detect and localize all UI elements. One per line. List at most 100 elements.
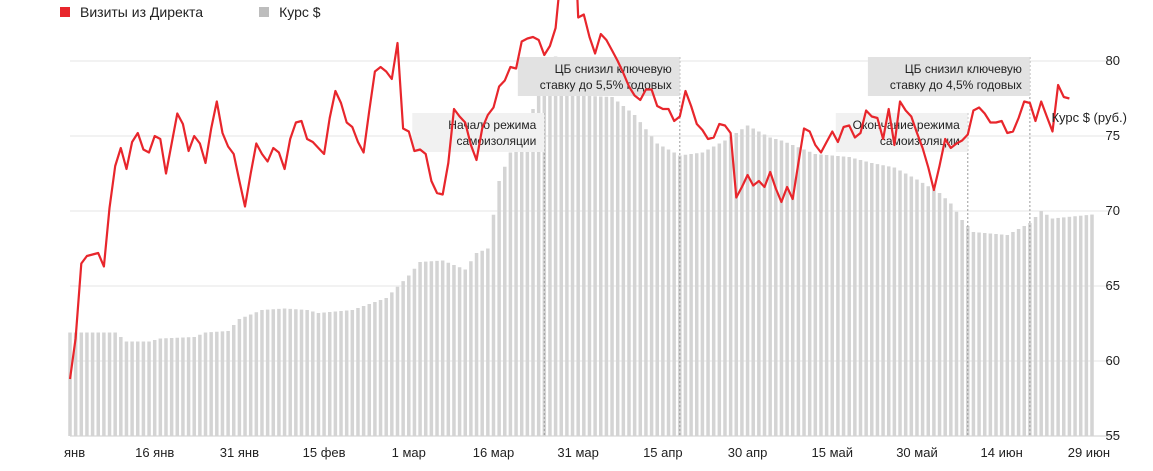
rate-bar [474, 253, 479, 436]
rate-bar [706, 149, 710, 436]
rate-bar [356, 308, 360, 436]
rate-bar [333, 311, 338, 436]
annotation-text: ставку до 4,5% годовых [890, 78, 1022, 92]
rate-bar [796, 147, 801, 436]
rate-bar [661, 146, 665, 436]
rate-bar [864, 161, 868, 436]
rate-bar [751, 128, 755, 436]
rate-bar [423, 261, 428, 436]
annotation-lines [543, 57, 1031, 436]
rate-bar [593, 96, 597, 436]
rate-bar [96, 332, 100, 436]
x-tick-label: 1 мар [392, 445, 426, 460]
rate-bar [875, 164, 880, 436]
rate-bar [582, 95, 586, 436]
annotation-label: ЦБ снизил ключевую ставку до 4,5% годовых [867, 57, 1030, 96]
rate-bar [514, 142, 518, 436]
rate-bar [779, 140, 784, 436]
rate-bar [503, 166, 507, 436]
annotation-label: ЦБ снизил ключевую ставку до 5,5% годовых [517, 57, 680, 96]
rate-bar [587, 96, 592, 436]
rate-bar [621, 106, 626, 436]
rate-bar [915, 179, 919, 436]
annotation-text: ЦБ снизил ключевую [905, 62, 1022, 76]
rate-bar [384, 298, 388, 436]
x-tick-label: 14 июн [981, 445, 1023, 460]
rate-bar [198, 334, 202, 436]
x-tick-label: янв [64, 445, 85, 460]
rate-bar [124, 341, 129, 436]
rate-bar [282, 308, 287, 436]
rate-bar [553, 56, 558, 436]
rate-bar [508, 152, 513, 436]
rate-bar [136, 341, 140, 436]
rate-bar [316, 313, 321, 436]
legend: Визиты из Директа Курс $ [60, 4, 321, 20]
x-tick-label: 30 май [896, 445, 938, 460]
rate-bar [644, 129, 648, 436]
rate-bar [158, 338, 163, 436]
rate-bar [1050, 218, 1055, 436]
x-tick-label: 31 янв [220, 445, 259, 460]
rate-bar [395, 286, 400, 436]
rate-bar [344, 310, 349, 436]
rate-bars [68, 56, 1094, 436]
rate-bar [762, 134, 767, 436]
y-tick-label: 55 [1106, 428, 1120, 443]
legend-item-visits[interactable]: Визиты из Директа [60, 4, 203, 20]
y-axis-label: Курс $ (руб.) [1051, 110, 1127, 125]
rate-bar [1045, 214, 1049, 436]
rate-bar [853, 158, 857, 436]
rate-bar [1022, 226, 1026, 436]
rate-bar [1090, 214, 1094, 436]
rate-bar [181, 337, 185, 436]
rate-bar [271, 309, 276, 436]
rate-bar [186, 337, 191, 436]
rate-bar [452, 265, 456, 436]
y-tick-label: 75 [1106, 128, 1120, 143]
rate-bar [949, 203, 953, 436]
rate-bar [638, 122, 643, 436]
rate-bar [695, 153, 699, 436]
rate-bar [836, 156, 840, 436]
rate-bar [774, 139, 778, 436]
rate-bar [525, 120, 530, 436]
rate-bar [407, 275, 411, 436]
rate-bar [1056, 217, 1060, 436]
x-tick-label: 15 апр [643, 445, 683, 460]
rate-bar [1005, 235, 1010, 436]
legend-swatch-visits [60, 7, 70, 17]
annotation-box [517, 57, 680, 96]
rate-bar [299, 309, 304, 436]
rate-bar [107, 332, 112, 436]
rate-bar [378, 300, 383, 436]
rate-bar [90, 332, 95, 436]
annotation-text: Начало режима [448, 118, 536, 132]
rate-bar [576, 95, 580, 436]
rate-bar [711, 146, 716, 436]
rate-bar [932, 189, 936, 436]
rate-bar [361, 306, 366, 436]
rate-bar [1084, 215, 1089, 436]
rate-bar [847, 157, 851, 436]
rate-bar [881, 165, 885, 436]
rate-bar [192, 337, 196, 436]
rate-bar [807, 151, 812, 436]
rate-bar [886, 166, 891, 436]
y-tick-label: 65 [1106, 278, 1120, 293]
rate-bar [73, 332, 78, 436]
rate-bar [141, 341, 146, 436]
rate-bar [870, 163, 874, 436]
rate-bar [728, 136, 733, 436]
rate-bar [960, 220, 964, 436]
rate-bar [672, 152, 676, 436]
visits-line [68, 0, 1070, 380]
rate-bar [926, 186, 931, 436]
rate-bar [689, 154, 693, 436]
rate-bar [491, 214, 496, 436]
legend-item-rate[interactable]: Курс $ [259, 4, 321, 20]
rate-bar [401, 281, 405, 436]
rate-bar [678, 155, 682, 436]
rate-bar [604, 96, 609, 436]
rate-bar [723, 140, 727, 436]
